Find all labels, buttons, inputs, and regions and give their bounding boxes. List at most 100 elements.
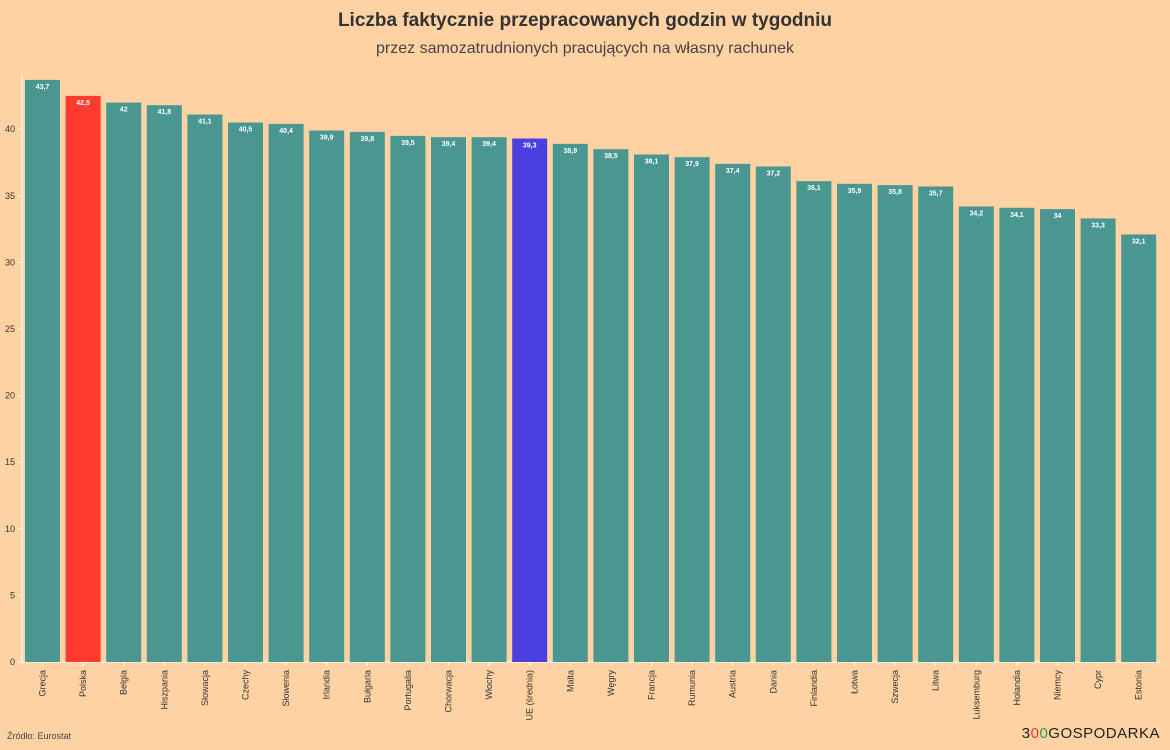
logo-part: 3 — [1021, 725, 1031, 742]
y-tick-label: 20 — [5, 391, 15, 401]
bar-value-label: 35,7 — [929, 190, 943, 197]
x-tick-label: Słowacja — [200, 670, 210, 706]
bar-value-label: 39,5 — [401, 140, 415, 147]
bar — [715, 163, 751, 662]
bar-value-label: 41,8 — [157, 109, 171, 116]
bar-value-label: 35,8 — [888, 189, 902, 196]
bar — [228, 122, 263, 663]
x-tick-label: Estonia — [1134, 670, 1144, 700]
bar-value-label: 38,5 — [604, 153, 618, 160]
bar — [837, 183, 872, 662]
bar-value-label: 39,3 — [523, 143, 537, 150]
x-tick-label: Szwecja — [890, 670, 900, 704]
bar-value-label: 39,4 — [482, 141, 496, 148]
x-tick-label: Irlandia — [322, 670, 332, 700]
bar-value-label: 34 — [1054, 213, 1062, 220]
y-tick-label: 30 — [5, 257, 15, 267]
bar-value-label: 40,5 — [239, 127, 253, 134]
bar — [1080, 218, 1116, 662]
x-tick-label: Dania — [768, 670, 778, 694]
y-tick-label: 10 — [5, 524, 15, 534]
x-tick-label: Czechy — [241, 670, 251, 701]
bar-value-label: 40,4 — [279, 128, 293, 135]
logo-part: 0 — [1039, 725, 1049, 742]
bar-value-label: 42,5 — [76, 100, 90, 107]
bar — [106, 102, 142, 662]
y-tick-label: 35 — [5, 191, 15, 201]
bar-value-label: 32,1 — [1132, 238, 1146, 245]
y-tick-label: 25 — [5, 324, 15, 334]
x-tick-label: Węgry — [606, 670, 616, 697]
bar — [593, 149, 629, 662]
chart-subtitle: przez samozatrudnionych pracujących na w… — [376, 40, 794, 57]
y-tick-label: 15 — [5, 457, 15, 467]
x-tick-label: Francja — [647, 670, 657, 700]
bar — [25, 79, 60, 662]
x-tick-label: Niemcy — [1053, 670, 1063, 701]
bar — [634, 154, 669, 662]
bar-value-label: 33,3 — [1091, 222, 1105, 229]
logo: 300GOSPODARKA — [1022, 725, 1160, 742]
x-tick-label: Polska — [78, 670, 88, 697]
y-tick-label: 0 — [10, 657, 15, 667]
bar-value-label: 37,2 — [766, 170, 780, 177]
bar — [1040, 209, 1075, 662]
y-tick-label: 5 — [10, 590, 15, 600]
x-tick-label: UE (średnia) — [525, 670, 535, 721]
x-tick-label: Cypr — [1093, 670, 1103, 689]
bar — [146, 105, 182, 662]
bar — [309, 130, 345, 663]
bar — [187, 114, 223, 663]
bar — [552, 143, 588, 663]
y-tick-label: 40 — [5, 124, 15, 134]
bar — [349, 131, 385, 662]
x-tick-label: Bułgaria — [362, 670, 372, 703]
x-tick-label: Malta — [565, 670, 575, 692]
bar-value-label: 41,1 — [198, 119, 212, 126]
bar — [796, 181, 832, 662]
bar — [755, 166, 791, 662]
x-tick-label: Włochy — [484, 670, 494, 700]
x-tick-label: Słowenia — [281, 670, 291, 707]
bar — [431, 137, 466, 662]
bar-value-label: 38,1 — [645, 159, 659, 166]
bar — [1121, 234, 1157, 663]
x-tick-label: Łotwa — [850, 670, 860, 694]
bar-value-label: 42 — [120, 107, 128, 114]
bar-value-label: 35,9 — [848, 188, 862, 195]
source-note: Źródło: Eurostat — [7, 731, 72, 741]
logo-part: 0 — [1030, 725, 1040, 742]
x-tick-label: Luksemburg — [971, 670, 981, 720]
x-tick-label: Hiszpania — [159, 670, 169, 710]
x-tick-label: Holandia — [1012, 670, 1022, 706]
x-tick-label: Rumunia — [687, 670, 697, 706]
bar-value-label: 34,1 — [1010, 212, 1024, 219]
x-tick-label: Chorwacja — [444, 670, 454, 713]
bar — [958, 206, 994, 662]
bar — [65, 95, 101, 662]
bar-value-label: 38,9 — [563, 148, 577, 155]
x-tick-label: Austria — [728, 670, 738, 698]
chart-title: Liczba faktycznie przepracowanych godzin… — [337, 10, 833, 31]
bar-value-label: 37,4 — [726, 168, 740, 175]
bar — [674, 157, 710, 662]
bar-value-label: 36,1 — [807, 185, 821, 192]
bar — [918, 186, 954, 662]
bar-value-label: 37,9 — [685, 161, 699, 168]
bar-value-label: 34,2 — [969, 210, 983, 217]
bar — [390, 135, 426, 663]
x-tick-label: Finlandia — [809, 670, 819, 707]
bar — [471, 137, 507, 662]
x-tick-label: Litwa — [931, 670, 941, 691]
bar — [999, 207, 1035, 662]
bar-value-label: 39,9 — [320, 135, 334, 142]
x-tick-label: Portugalia — [403, 670, 413, 711]
bar-value-label: 39,8 — [360, 136, 374, 143]
bar — [877, 185, 913, 663]
bar — [268, 123, 304, 662]
bar — [512, 138, 548, 663]
bar-value-label: 43,7 — [36, 84, 50, 91]
bar-value-label: 39,4 — [442, 141, 456, 148]
x-tick-label: Grecja — [38, 670, 48, 697]
